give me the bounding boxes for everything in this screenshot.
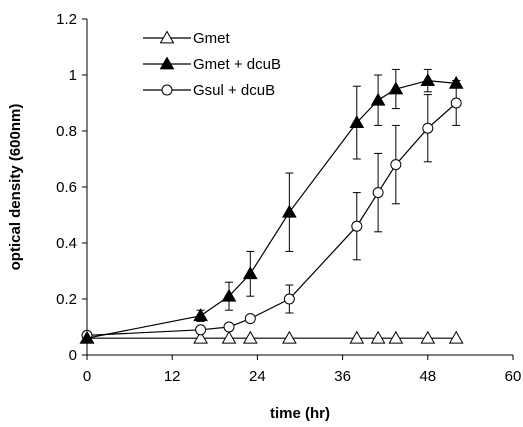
- y-tick-label: 1: [69, 67, 77, 84]
- data-point: [390, 159, 402, 171]
- legend-label: Gmet + dcuB: [193, 56, 281, 73]
- data-point: [223, 321, 235, 333]
- data-point: [349, 115, 365, 128]
- data-point: [349, 330, 365, 344]
- data-point: [281, 330, 297, 344]
- y-tick-label: 0.6: [56, 179, 77, 196]
- data-point: [422, 122, 434, 134]
- axes: 0 0.2 0.4 0.6 0.8 1 1.2 0 12 24 36 48 60: [56, 11, 521, 385]
- x-tick-label: 24: [249, 368, 266, 385]
- data-point: [79, 330, 95, 344]
- y-tick-label: 0.8: [56, 123, 77, 140]
- x-tick-label: 36: [334, 368, 351, 385]
- data-point: [448, 75, 464, 89]
- data-point: [370, 330, 386, 344]
- x-tick-label: 12: [164, 368, 181, 385]
- data-point: [372, 187, 384, 199]
- data-point: [281, 204, 297, 218]
- legend-marker: [159, 56, 175, 70]
- data-point: [193, 330, 208, 344]
- x-axis-title: time (hr): [270, 405, 330, 422]
- y-tick-label: 0.2: [56, 291, 77, 308]
- y-tick-label: 1.2: [56, 11, 77, 28]
- series-1: [79, 68, 464, 344]
- data-point: [221, 330, 237, 344]
- data-point: [420, 330, 436, 344]
- data-point: [244, 313, 256, 325]
- data-point: [221, 288, 237, 302]
- x-tick-label: 48: [419, 368, 436, 385]
- legend: Gmet Gmet + dcuB Gsul + dcuB: [143, 30, 281, 99]
- data-point: [242, 330, 258, 344]
- data-point: [448, 330, 464, 344]
- data-point: [388, 330, 404, 344]
- series-layer: [79, 68, 464, 344]
- legend-label: Gmet: [193, 30, 231, 47]
- legend-marker: [161, 84, 173, 96]
- x-tick-label: 0: [83, 368, 91, 385]
- data-point: [370, 92, 386, 106]
- data-point: [351, 220, 363, 232]
- data-point: [388, 81, 404, 95]
- data-point: [283, 293, 295, 305]
- data-point: [420, 73, 436, 86]
- legend-label: Gsul + dcuB: [193, 82, 275, 99]
- series-2: [81, 80, 462, 341]
- legend-marker: [159, 30, 175, 44]
- series-line: [86, 79, 457, 339]
- series-line: [86, 102, 457, 336]
- data-point: [450, 97, 462, 109]
- y-tick-label: 0.4: [56, 235, 77, 252]
- y-axis-title: optical density (600nm): [7, 104, 24, 271]
- x-tick-label: 60: [505, 368, 522, 385]
- data-point: [193, 308, 208, 322]
- data-point: [195, 324, 207, 336]
- data-point: [242, 266, 258, 280]
- y-tick-label: 0: [69, 347, 77, 364]
